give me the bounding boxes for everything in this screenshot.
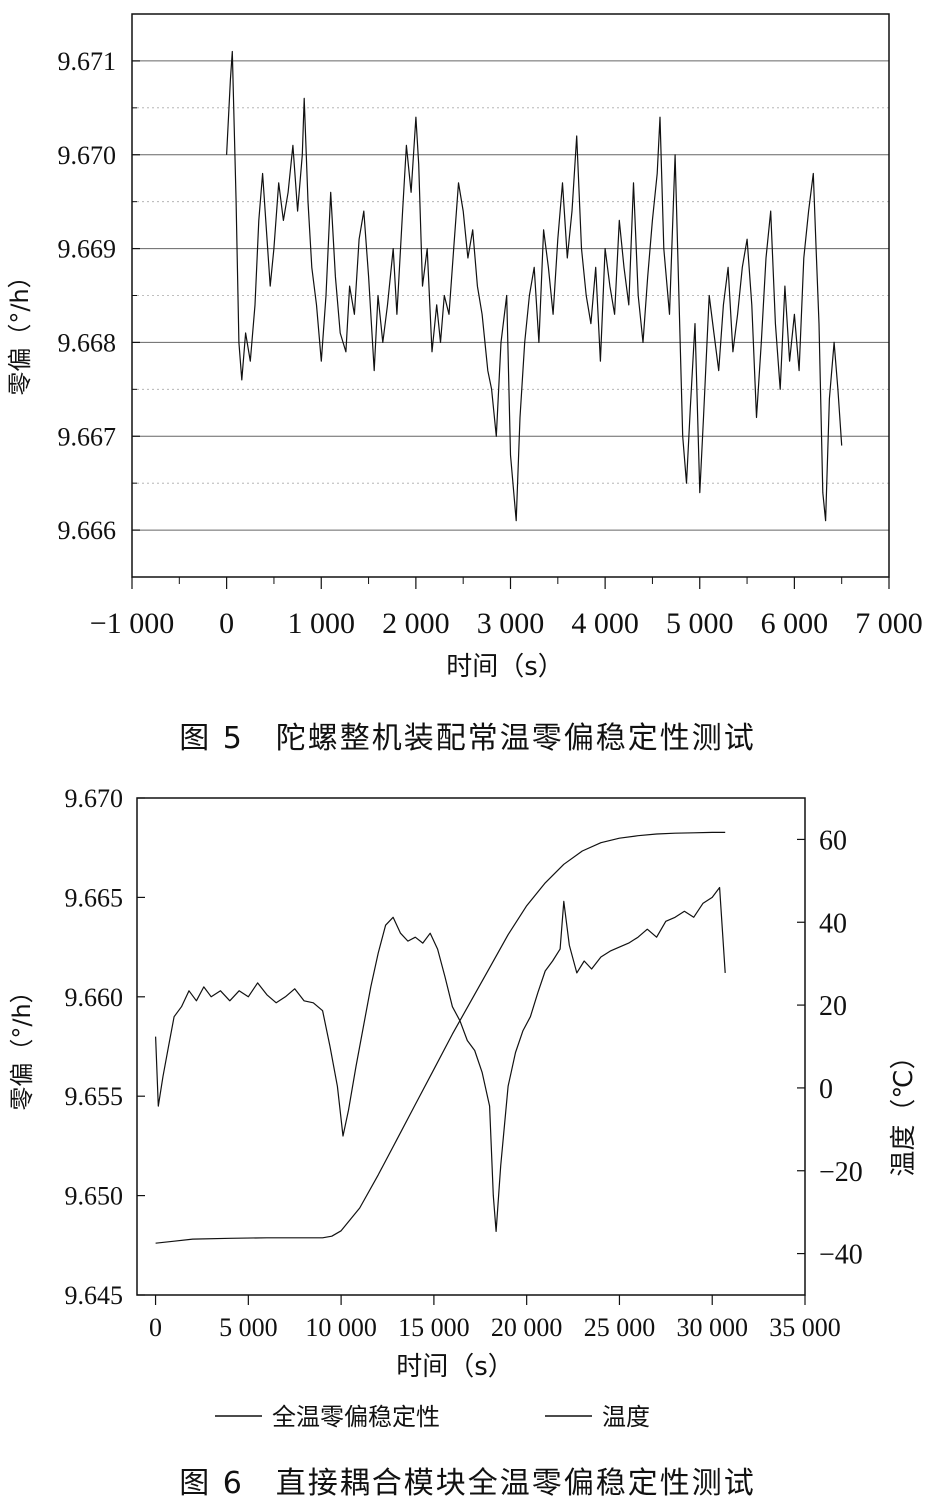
chart-2-x-tick-label: 15 000 bbox=[398, 1313, 470, 1342]
chart-2-x-axis-label: 时间（s） bbox=[396, 1352, 514, 1382]
chart-2-y2-tick-label: −40 bbox=[819, 1240, 863, 1271]
chart-1-y-tick-label: 9.668 bbox=[58, 328, 117, 357]
chart-2-x-tick-label: 20 000 bbox=[491, 1313, 563, 1342]
chart-2-x-tick-label: 5 000 bbox=[219, 1313, 278, 1342]
chart-1-x-tick-label: 1 000 bbox=[288, 607, 356, 640]
chart-1-y-tick-label: 9.666 bbox=[58, 516, 117, 545]
chart-1-x-tick-label: 4 000 bbox=[571, 607, 639, 640]
chart-2-x-tick-label: 25 000 bbox=[584, 1313, 656, 1342]
chart-2-y-tick-label: 9.645 bbox=[65, 1281, 124, 1310]
chart-2-series-bias-line bbox=[155, 886, 726, 1233]
chart-1-x-tick-label: 3 000 bbox=[477, 607, 545, 640]
chart-2-x-tick-label: 10 000 bbox=[305, 1313, 377, 1342]
chart-1-x-tick-label: 0 bbox=[219, 607, 234, 640]
chart-1-y-axis-label: 零偏（°/h） bbox=[6, 264, 34, 395]
chart-2-y-tick-label: 9.650 bbox=[65, 1182, 124, 1211]
chart-1-x-tick-label: 6 000 bbox=[761, 607, 829, 640]
chart-2-y2-tick-label: −20 bbox=[819, 1157, 863, 1188]
chart-2-ticks: 9.645 9.650 9.655 9.660 9.665 9.670 −40 −20 0 20 4… bbox=[65, 784, 863, 1342]
chart-1-ticks: 9.666 9.667 9.668 9.669 9.670 9.671 −1 000 0 1 0… bbox=[58, 13, 923, 640]
chart-2-x-tick-label: 35 000 bbox=[769, 1313, 841, 1342]
chart-1-y-tick-label: 9.670 bbox=[58, 141, 117, 170]
chart-1-x-tick-label: −1 000 bbox=[90, 607, 174, 640]
chart-2-legend: 全温零偏稳定性 温度 bbox=[215, 1403, 650, 1431]
chart-2-y2-tick-label: 20 bbox=[819, 991, 847, 1022]
chart-2-y-axis-label: 零偏（°/h） bbox=[8, 979, 36, 1110]
chart-1-gyro-room-temp-bias: 9.666 9.667 9.668 9.669 9.670 9.671 −1 000 0 1 0… bbox=[6, 13, 923, 682]
chart-2-series-temperature-line bbox=[155, 831, 726, 1244]
legend-label-bias: 全温零偏稳定性 bbox=[272, 1403, 440, 1431]
chart-1-x-tick-label: 2 000 bbox=[382, 607, 450, 640]
chart-1-y-tick-label: 9.667 bbox=[58, 422, 117, 451]
chart-1-y-tick-label: 9.669 bbox=[58, 235, 117, 264]
chart-1-caption: 图 5 陀螺整机装配常温零偏稳定性测试 bbox=[179, 721, 756, 756]
chart-2-y-tick-label: 9.665 bbox=[65, 883, 124, 912]
chart-2-y2-tick-label: 60 bbox=[819, 825, 847, 856]
chart-1-x-tick-label: 7 000 bbox=[855, 607, 923, 640]
chart-1-series-bias-line bbox=[226, 50, 843, 522]
chart-1-y-tick-label: 9.671 bbox=[58, 47, 117, 76]
chart-2-y2-tick-label: 40 bbox=[819, 908, 847, 939]
chart-2-series bbox=[155, 831, 726, 1244]
legend-label-temperature: 温度 bbox=[602, 1403, 650, 1431]
chart-2-y-tick-label: 9.660 bbox=[65, 983, 124, 1012]
chart-2-caption: 图 6 直接耦合模块全温零偏稳定性测试 bbox=[179, 1466, 756, 1501]
chart-2-y-tick-label: 9.670 bbox=[65, 784, 124, 813]
chart-2-y2-axis-label: 温度（℃） bbox=[889, 1043, 919, 1176]
chart-1-series bbox=[226, 50, 843, 522]
chart-1-x-axis-label: 时间（s） bbox=[446, 652, 564, 682]
chart-1-x-tick-label: 5 000 bbox=[666, 607, 734, 640]
chart-2-y-tick-label: 9.655 bbox=[65, 1082, 124, 1111]
chart-2-x-tick-label: 30 000 bbox=[676, 1313, 748, 1342]
chart-2-y2-tick-label: 0 bbox=[819, 1074, 833, 1105]
chart-2-x-tick-label: 0 bbox=[149, 1313, 162, 1342]
chart-2-plot-frame bbox=[136, 797, 806, 1296]
